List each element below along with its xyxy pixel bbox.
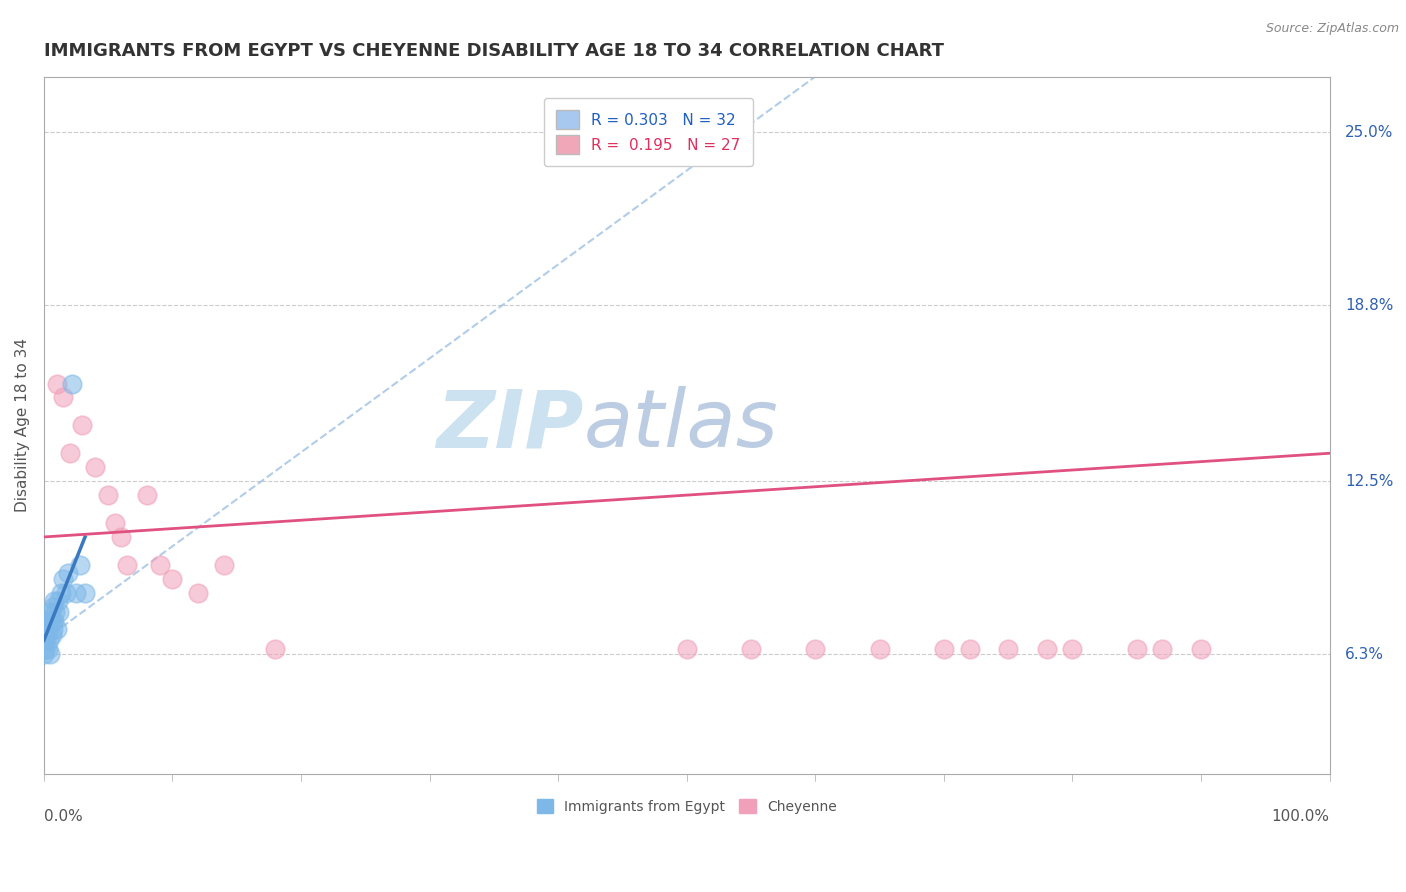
Point	[1125, 641, 1147, 656]
Point	[32, 622, 55, 636]
Point	[44, 605, 66, 619]
Point	[34, 627, 56, 641]
Point	[39, 647, 62, 661]
Point	[45, 376, 67, 391]
Point	[869, 641, 891, 656]
Point	[49, 586, 72, 600]
Text: 0.0%: 0.0%	[44, 809, 83, 824]
Point	[44, 614, 66, 628]
Point	[740, 641, 762, 656]
Point	[32, 633, 55, 648]
Text: ZIP: ZIP	[436, 386, 583, 465]
Point	[42, 599, 65, 614]
Point	[675, 641, 697, 656]
Point	[104, 516, 127, 530]
Point	[45, 622, 67, 636]
Point	[37, 641, 59, 656]
Point	[212, 558, 235, 572]
Point	[41, 614, 63, 628]
Point	[38, 633, 60, 648]
Point	[72, 418, 94, 433]
Point	[162, 572, 184, 586]
Point	[39, 605, 62, 619]
Point	[34, 614, 56, 628]
Point	[110, 530, 132, 544]
Point	[997, 641, 1019, 656]
Point	[52, 572, 75, 586]
Point	[44, 594, 66, 608]
Point	[1152, 641, 1174, 656]
Text: 18.8%: 18.8%	[1346, 298, 1393, 313]
Point	[1035, 641, 1057, 656]
Y-axis label: Disability Age 18 to 34: Disability Age 18 to 34	[15, 338, 30, 512]
Point	[187, 586, 209, 600]
Point	[959, 641, 981, 656]
Point	[117, 558, 139, 572]
Point	[37, 622, 59, 636]
Point	[84, 460, 107, 475]
Point	[35, 633, 58, 648]
Point	[65, 586, 87, 600]
Point	[1062, 641, 1084, 656]
Text: Source: ZipAtlas.com: Source: ZipAtlas.com	[1265, 22, 1399, 36]
Point	[73, 586, 96, 600]
Point	[804, 641, 827, 656]
Point	[32, 647, 55, 661]
Point	[48, 605, 70, 619]
Point	[34, 641, 56, 656]
Point	[264, 641, 287, 656]
Point	[38, 614, 60, 628]
Point	[59, 446, 82, 460]
Legend: Immigrants from Egypt, Cheyenne: Immigrants from Egypt, Cheyenne	[531, 794, 842, 820]
Point	[97, 488, 120, 502]
Point	[46, 594, 69, 608]
Text: 6.3%: 6.3%	[1346, 647, 1384, 662]
Text: 12.5%: 12.5%	[1346, 474, 1393, 489]
Text: atlas: atlas	[583, 386, 779, 465]
Text: 100.0%: 100.0%	[1271, 809, 1330, 824]
Point	[35, 619, 58, 633]
Point	[58, 566, 80, 581]
Point	[932, 641, 955, 656]
Text: IMMIGRANTS FROM EGYPT VS CHEYENNE DISABILITY AGE 18 TO 34 CORRELATION CHART: IMMIGRANTS FROM EGYPT VS CHEYENNE DISABI…	[44, 42, 943, 60]
Point	[149, 558, 172, 572]
Point	[42, 622, 65, 636]
Point	[1189, 641, 1212, 656]
Point	[135, 488, 157, 502]
Point	[60, 376, 83, 391]
Text: 25.0%: 25.0%	[1346, 125, 1393, 140]
Point	[69, 558, 91, 572]
Point	[52, 391, 75, 405]
Point	[41, 627, 63, 641]
Point	[55, 586, 77, 600]
